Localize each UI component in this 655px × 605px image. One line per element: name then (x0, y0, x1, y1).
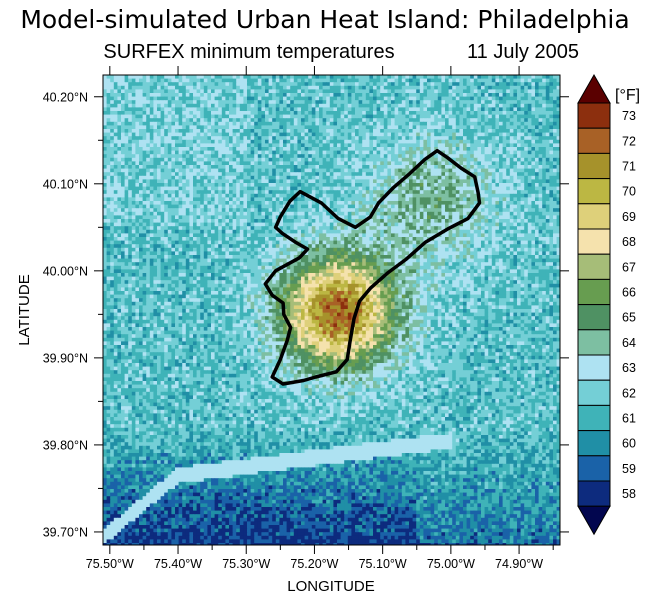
colorbar-swatch (577, 127, 611, 154)
colorbar-swatch (577, 354, 611, 381)
colorbar-label: 62 (622, 386, 636, 400)
colorbar-label: 64 (622, 336, 636, 350)
colorbar-swatch (577, 379, 611, 406)
colorbar-swatch (577, 253, 611, 280)
colorbar: 73 72 71 70 69 68 67 66 65 64 63 62 61 60 59 58 (577, 73, 636, 536)
y-tick-label: 40.00°N (43, 264, 88, 278)
y-tick-label: 40.10°N (43, 177, 88, 191)
colorbar-label: 73 (622, 109, 636, 123)
colorbar-swatch (577, 430, 611, 457)
colorbar-swatch (577, 455, 611, 482)
colorbar-label: 69 (622, 210, 636, 224)
y-tick-label: 39.90°N (43, 351, 88, 365)
colorbar-label: 70 (622, 185, 636, 199)
colorbar-swatch (577, 178, 611, 205)
colorbar-label: 72 (622, 134, 636, 148)
colorbar-label: 71 (622, 160, 636, 174)
x-axis-label: LONGITUDE (287, 578, 375, 595)
x-tick-label: 74.90°W (495, 557, 543, 571)
colorbar-unit: [°F] (615, 87, 640, 104)
chart-subtitle-right: 11 July 2005 (467, 41, 579, 63)
colorbar-label: 58 (622, 487, 636, 501)
y-tick-label: 40.20°N (43, 90, 88, 104)
colorbar-label: 60 (622, 437, 636, 451)
colorbar-label: 63 (622, 361, 636, 375)
chart-subtitle-left: SURFEX minimum temperatures (103, 41, 394, 63)
chart-title: Model-simulated Urban Heat Island: Phila… (20, 5, 629, 34)
x-tick-label: 75.00°W (427, 557, 475, 571)
colorbar-over-triangle (577, 73, 611, 104)
x-tick-label: 75.20°W (290, 557, 338, 571)
colorbar-swatch (577, 102, 611, 129)
y-axis-label: LATITUDE (16, 274, 33, 345)
plot-frame (102, 74, 561, 546)
colorbar-swatch (577, 304, 611, 331)
colorbar-label: 67 (622, 260, 636, 274)
x-tick-label: 75.30°W (222, 557, 270, 571)
temperature-field (103, 75, 560, 545)
x-tick-label: 75.10°W (359, 557, 407, 571)
y-axis: 39.70°N 39.80°N 39.90°N 40.00°N 40.10°N 40.20… (43, 90, 569, 539)
x-axis: 75.50°W 75.40°W 75.30°W 75.20°W 75.10°W 75.00… (86, 66, 554, 571)
y-tick-label: 39.70°N (43, 525, 88, 539)
colorbar-swatch (577, 480, 611, 507)
colorbar-swatch (577, 278, 611, 306)
colorbar-swatch (577, 404, 611, 432)
y-tick-label: 39.80°N (43, 438, 88, 452)
colorbar-swatch (577, 228, 611, 255)
colorbar-swatch (577, 203, 611, 230)
colorbar-swatch (577, 329, 611, 356)
city-boundary (263, 148, 482, 386)
colorbar-label: 61 (622, 412, 636, 426)
colorbar-label: 66 (622, 286, 636, 300)
x-tick-label: 75.40°W (154, 557, 202, 571)
colorbar-swatch (577, 152, 611, 180)
colorbar-label: 68 (622, 235, 636, 249)
colorbar-label: 59 (622, 462, 636, 476)
x-tick-label: 75.50°W (86, 557, 134, 571)
colorbar-label: 65 (622, 311, 636, 325)
colorbar-under-triangle (577, 505, 611, 536)
